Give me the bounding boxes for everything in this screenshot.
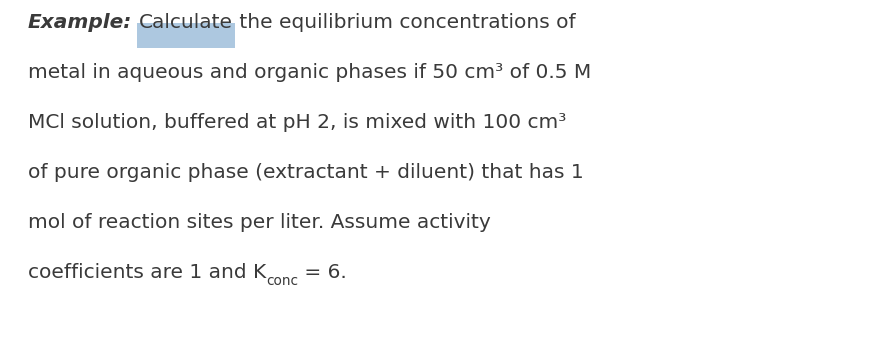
Text: metal in aqueous and organic phases if 50 cm³ of 0.5 M: metal in aqueous and organic phases if 5… [28,63,591,82]
Text: mol of reaction sites per liter. Assume activity: mol of reaction sites per liter. Assume … [28,213,490,232]
Text: the equilibrium concentrations of: the equilibrium concentrations of [233,13,575,32]
Text: conc: conc [267,274,298,288]
Text: of pure organic phase (extractant + diluent) that has 1: of pure organic phase (extractant + dilu… [28,163,584,182]
Text: MCl solution, buffered at pH 2, is mixed with 100 cm³: MCl solution, buffered at pH 2, is mixed… [28,113,566,132]
Text: Example:: Example: [28,13,132,32]
Text: coefficients are 1 and K: coefficients are 1 and K [28,263,267,282]
Text: Calculate: Calculate [138,13,233,32]
Text: = 6.: = 6. [298,263,347,282]
FancyBboxPatch shape [137,23,234,48]
